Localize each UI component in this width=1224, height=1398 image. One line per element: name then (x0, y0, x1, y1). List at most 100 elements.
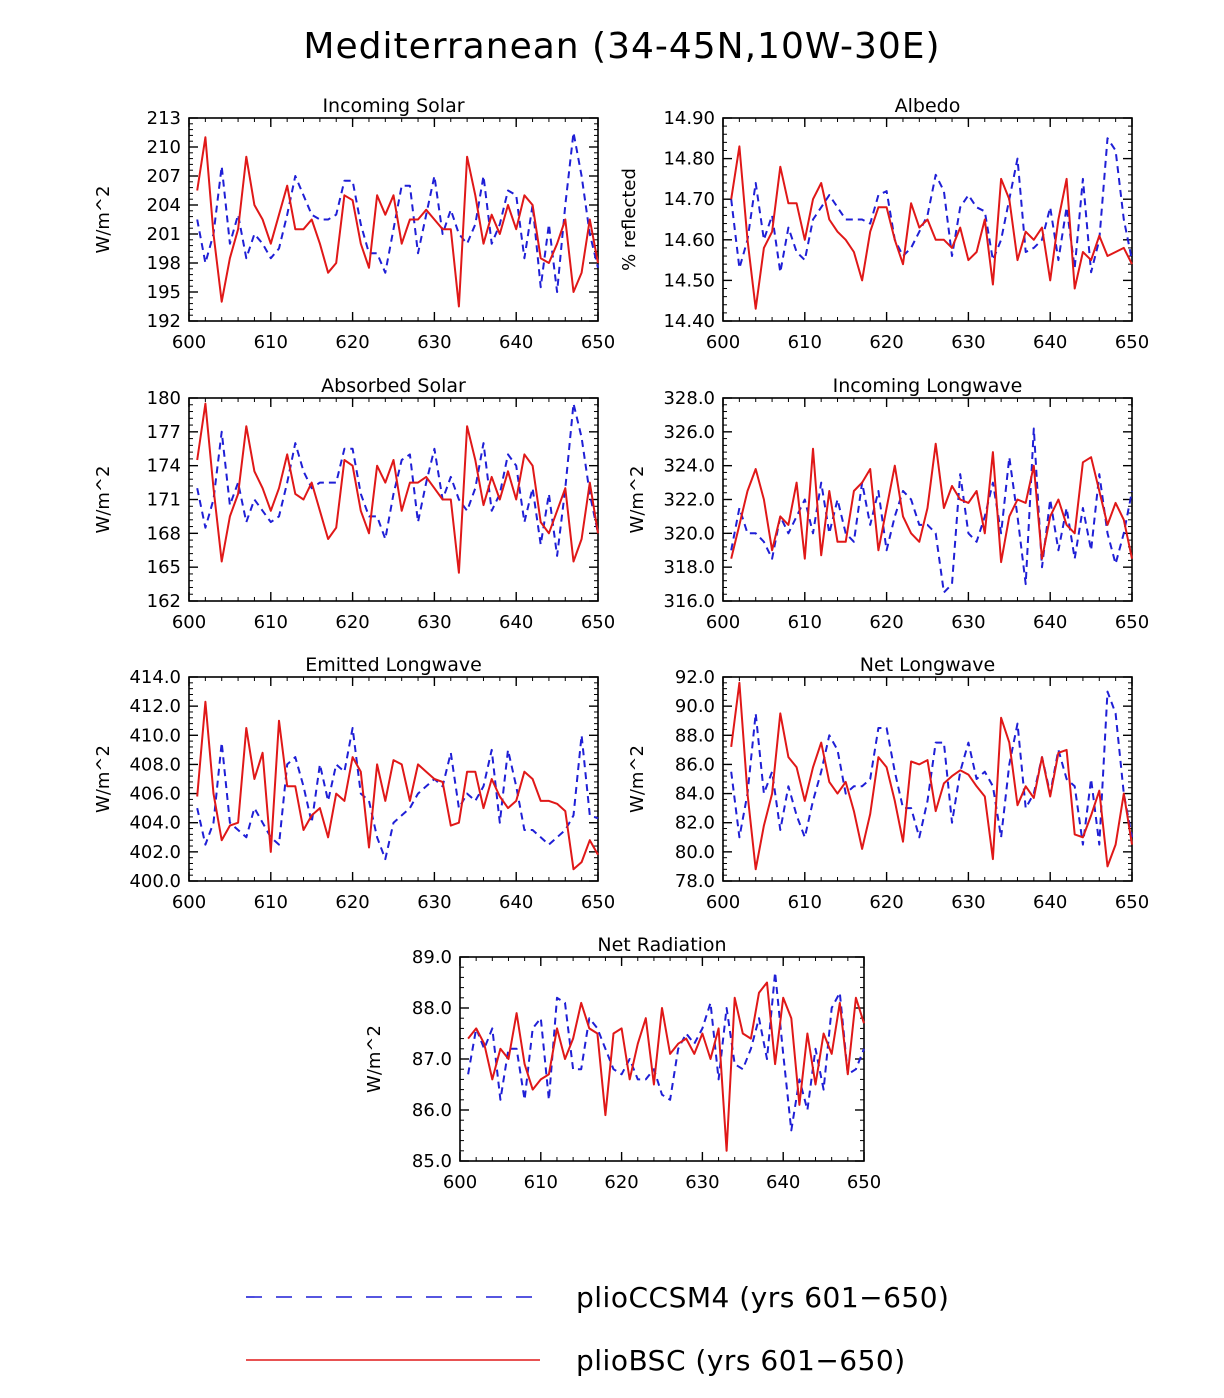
y-tick-label: 412.0 (129, 696, 181, 717)
x-tick-label: 610 (788, 612, 822, 633)
y-tick-label: 14.90 (663, 108, 715, 129)
y-tick-label: 88.0 (675, 725, 715, 746)
y-tick-label: 14.40 (663, 311, 715, 332)
y-axis-label: W/m^2 (364, 1025, 385, 1093)
y-tick-label: 14.60 (663, 230, 715, 251)
x-tick-label: 650 (847, 1172, 881, 1193)
y-tick-label: 86.0 (412, 1100, 452, 1121)
series-line-plioCCSM4 (196, 727, 599, 861)
x-tick-label: 640 (1033, 892, 1067, 913)
plot-frame (722, 117, 1133, 322)
chart-net-longwave: 600 610 620 630 640 650 78.0 80.0 82.0 84.0 86.0 88… (627, 654, 1149, 913)
x-tick-label: 620 (604, 1172, 638, 1193)
y-tick-label: 204 (147, 195, 181, 216)
y-tick-label: 192 (147, 311, 181, 332)
series-line-plioBSC (467, 981, 865, 1152)
x-tick-label: 640 (766, 1172, 800, 1193)
y-tick-label: 80.0 (675, 842, 715, 863)
x-tick-label: 600 (443, 1172, 477, 1193)
x-tick-label: 610 (254, 892, 288, 913)
y-axis-label: W/m^2 (627, 466, 648, 534)
y-tick-label: 90.0 (675, 696, 715, 717)
x-tick-label: 650 (581, 612, 615, 633)
y-tick-label: 171 (147, 490, 181, 511)
x-tick-label: 640 (1033, 332, 1067, 353)
x-tick-label: 600 (706, 892, 740, 913)
x-tick-label: 610 (788, 892, 822, 913)
series-line-plioCCSM4 (196, 131, 599, 293)
x-tick-label: 610 (524, 1172, 558, 1193)
x-tick-label: 620 (869, 892, 903, 913)
x-tick-label: 620 (869, 332, 903, 353)
series-line-plioCCSM4 (730, 690, 1133, 846)
y-tick-label: 86.0 (675, 754, 715, 775)
y-tick-label: 406.0 (129, 784, 181, 805)
y-tick-label: 198 (147, 253, 181, 274)
x-tick-label: 610 (254, 612, 288, 633)
series-line-plioCCSM4 (730, 137, 1133, 274)
x-tick-label: 600 (706, 612, 740, 633)
y-axis-label: W/m^2 (93, 186, 114, 254)
y-axis-label: W/m^2 (93, 745, 114, 813)
legend: plioCCSM4 (yrs 601−650) plioBSC (yrs 601… (246, 1281, 949, 1377)
y-axis-label: % reflected (619, 168, 640, 271)
x-tick-label: 630 (951, 332, 985, 353)
x-tick-label: 630 (417, 332, 451, 353)
x-tick-label: 600 (172, 612, 206, 633)
x-tick-label: 650 (1115, 612, 1149, 633)
y-axis-label: W/m^2 (93, 466, 114, 534)
series-line-plioCCSM4 (730, 427, 1133, 594)
y-tick-label: 320.0 (663, 523, 715, 544)
chart-title: Incoming Solar (322, 95, 464, 117)
y-axis-label: W/m^2 (627, 745, 648, 813)
y-tick-label: 87.0 (412, 1049, 452, 1070)
y-tick-label: 207 (147, 166, 181, 187)
y-tick-label: 162 (147, 591, 181, 612)
x-tick-label: 620 (335, 892, 369, 913)
y-tick-label: 14.80 (663, 149, 715, 170)
y-tick-label: 85.0 (412, 1151, 452, 1172)
x-tick-label: 630 (951, 612, 985, 633)
y-tick-label: 168 (147, 523, 181, 544)
y-tick-label: 210 (147, 137, 181, 158)
chart-incoming-longwave: 600 610 620 630 640 650 316.0 318.0 320.0 322.0 32… (627, 375, 1149, 633)
chart-emitted-longwave: 600 610 620 630 640 650 400.0 402.0 404.0 406.0 40… (93, 654, 615, 913)
plot-frame (188, 676, 599, 882)
plot-frame (722, 397, 1133, 602)
y-tick-label: 322.0 (663, 490, 715, 511)
y-tick-label: 318.0 (663, 557, 715, 578)
plot-frame (459, 956, 865, 1162)
series-line-plioBSC (196, 136, 599, 308)
x-tick-label: 640 (499, 612, 533, 633)
y-tick-label: 82.0 (675, 813, 715, 834)
x-tick-label: 640 (499, 892, 533, 913)
x-tick-label: 650 (581, 332, 615, 353)
x-tick-label: 620 (335, 612, 369, 633)
y-tick-label: 14.70 (663, 189, 715, 210)
y-tick-label: 404.0 (129, 813, 181, 834)
chart-title: Emitted Longwave (305, 654, 482, 676)
y-tick-label: 78.0 (675, 871, 715, 892)
y-tick-label: 177 (147, 422, 181, 443)
y-tick-label: 410.0 (129, 725, 181, 746)
y-tick-label: 402.0 (129, 842, 181, 863)
series-line-plioBSC (730, 442, 1133, 564)
y-tick-label: 195 (147, 282, 181, 303)
y-tick-label: 400.0 (129, 871, 181, 892)
legend-label-plioBSC: plioBSC (yrs 601−650) (576, 1344, 906, 1377)
x-tick-label: 650 (581, 892, 615, 913)
chart-title: Albedo (895, 95, 961, 117)
chart-absorbed-solar: 600 610 620 630 640 650 162 165 168 171 174 177 180 A… (93, 375, 615, 633)
x-tick-label: 640 (499, 332, 533, 353)
y-tick-label: 14.50 (663, 270, 715, 291)
chart-title: Net Radiation (597, 934, 726, 956)
x-tick-label: 600 (172, 892, 206, 913)
y-tick-label: 408.0 (129, 754, 181, 775)
y-tick-label: 316.0 (663, 591, 715, 612)
chart-title: Incoming Longwave (833, 375, 1023, 397)
y-tick-label: 324.0 (663, 456, 715, 477)
series-line-plioBSC (196, 402, 599, 574)
y-tick-label: 328.0 (663, 388, 715, 409)
series-line-plioBSC (196, 700, 599, 871)
